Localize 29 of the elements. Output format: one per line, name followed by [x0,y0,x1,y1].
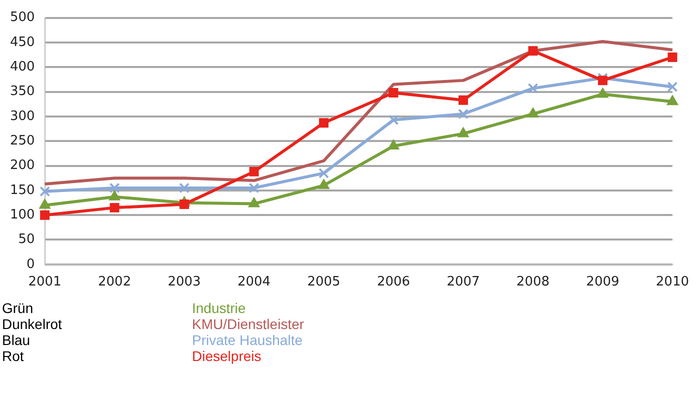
x-tick-label: 2009 [586,274,620,290]
y-tick-label: 500 [10,10,35,26]
y-tick-label: 300 [10,108,35,124]
text: Private Haushalte [192,332,304,348]
x-tick-label: 2010 [656,274,690,290]
text: Grün [2,300,34,316]
y-tick-label: 50 [18,232,35,248]
x-tick-label: 2004 [237,274,271,290]
y-tick-label: 100 [10,207,35,222]
text: Blau [2,332,32,348]
y-tick-label: 450 [10,34,35,50]
y-tick-label: 400 [10,59,35,74]
text: Dunkelrot [2,316,63,332]
y-tick-label: 250 [10,133,35,148]
text: Dieselpreis [192,348,262,364]
x-tick-label: 2007 [446,274,480,290]
x-tick-label: 2003 [168,274,201,290]
x-tick-label: 2006 [376,274,410,290]
y-tick-label: 200 [10,158,35,174]
y-tick-label: 0 [26,256,35,272]
y-tick-label: 150 [10,182,35,198]
text: Industrie [192,300,247,316]
text: Rot [2,348,25,364]
x-tick-label: 2005 [307,274,340,290]
x-tick-label: 2002 [98,274,132,290]
text: KMU/Dienstleister [192,316,306,332]
x-tick-label: 2001 [28,274,62,290]
x-tick-label: 2008 [516,274,550,290]
y-tick-label: 350 [10,84,35,100]
